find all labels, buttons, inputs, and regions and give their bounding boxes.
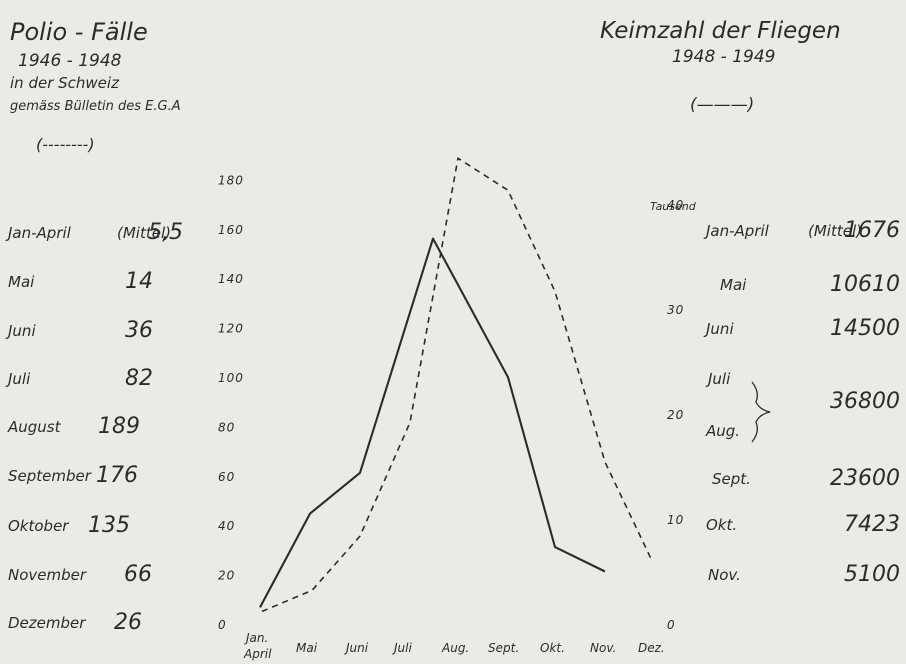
left-tick-label: 60 (218, 470, 235, 484)
left-table-value: 66 (124, 562, 152, 587)
x-axis-label: Juli (392, 641, 412, 655)
left-table-label: November (8, 566, 87, 584)
right-table-value: 23600 (830, 466, 900, 491)
left-data-table: Jan-April (Mittel)5,5 Mai 14 Juni 36 Juli 82 Aug… (5, 220, 183, 635)
x-axis-label: Jan. (244, 631, 268, 645)
left-table-label: Mai (8, 273, 35, 291)
right-tick-label: 30 (667, 303, 684, 317)
right-table-value: 10610 (830, 272, 900, 297)
x-axis-label: Dez. (638, 641, 665, 655)
right-table-label: Mai (720, 276, 747, 294)
left-table-value: 36 (125, 318, 153, 343)
left-tick-label: 160 (218, 223, 244, 237)
x-axis-label: Juni (344, 641, 369, 655)
left-table-value: 82 (125, 366, 153, 391)
right-tick-label: 10 (667, 513, 684, 527)
right-table-value: 14500 (830, 316, 900, 341)
left-table-value: 5,5 (148, 220, 183, 245)
right-axis-unit: Tausend (650, 200, 697, 213)
left-table-value: 14 (125, 269, 153, 294)
left-table-label: August (7, 418, 62, 436)
left-table-label: Juli (5, 370, 31, 388)
left-legend-dashed: (--------) (36, 135, 95, 154)
left-title: Polio - Fälle (10, 18, 148, 46)
x-axis-label: Mai (296, 641, 318, 655)
fly-germ-count-line (259, 237, 606, 608)
x-axis-label: Sept. (488, 641, 519, 655)
series-lines (259, 157, 653, 613)
left-table-value: 176 (96, 463, 138, 488)
x-axis-label: Okt. (540, 641, 565, 655)
right-table-label: Nov. (708, 566, 741, 584)
left-tick-label: 40 (218, 519, 235, 533)
left-table-label: Juni (5, 322, 36, 340)
right-table-label: Aug. (705, 422, 740, 440)
right-tick-label: 0 (667, 618, 676, 632)
right-data-table: Jan-April (Mittel)1676 Mai 10610 Juni 14500 Ju… (703, 218, 900, 587)
right-table-label: Juni (703, 320, 734, 338)
x-axis-label: April (243, 647, 272, 661)
left-table-label: September (8, 467, 92, 485)
right-table-label: Juli (705, 370, 731, 388)
left-axis-ticks: 180 160 140 120 100 80 60 40 20 0 (218, 173, 244, 632)
left-tick-label: 120 (218, 322, 244, 336)
right-table-value: 5100 (844, 562, 900, 587)
right-tick-label: 20 (667, 408, 684, 422)
juli-aug-brace (751, 381, 771, 443)
right-table-value: 7423 (844, 512, 900, 537)
right-tick-label: 40 (667, 198, 684, 212)
left-table-label: Jan-April (5, 224, 72, 242)
left-tick-label: 100 (218, 371, 244, 385)
right-table-note: (Mittel) (808, 222, 862, 240)
x-axis-label: Nov. (590, 641, 616, 655)
left-table-label: Dezember (8, 614, 86, 632)
left-title-years: 1946 - 1948 (18, 51, 122, 71)
right-table-label: Jan-April (703, 222, 770, 240)
left-table-label: Oktober (8, 517, 69, 535)
x-axis-labels: Jan. April Mai Juni Juli Aug. Sept. Okt. Nov. Dez… (243, 631, 665, 661)
left-table-value: 26 (114, 610, 142, 635)
left-tick-label: 80 (218, 420, 235, 434)
left-tick-label: 0 (218, 618, 227, 632)
right-table-label: Sept. (712, 470, 751, 488)
left-table-value: 189 (98, 414, 140, 439)
left-title-source: gemäss Bülletin des E.G.A (10, 99, 181, 114)
left-table-note: (Mittel) (117, 224, 171, 242)
left-title-country: in der Schweiz (10, 74, 120, 92)
left-tick-label: 20 (218, 569, 235, 583)
right-axis-ticks: 40 30 20 10 0 (667, 198, 684, 632)
right-title-years: 1948 - 1949 (672, 47, 775, 67)
left-tick-label: 140 (218, 272, 244, 286)
x-axis-label: Aug. (441, 641, 469, 655)
right-legend-solid: (———) (690, 95, 754, 115)
left-tick-label: 180 (218, 173, 244, 187)
right-title: Keimzahl der Fliegen (600, 18, 841, 44)
right-table-value: 1676 (844, 218, 900, 243)
polio-cases-line (261, 157, 653, 613)
right-table-label: Okt. (706, 516, 737, 534)
right-table-value: 36800 (830, 389, 900, 414)
left-table-value: 135 (88, 513, 130, 538)
